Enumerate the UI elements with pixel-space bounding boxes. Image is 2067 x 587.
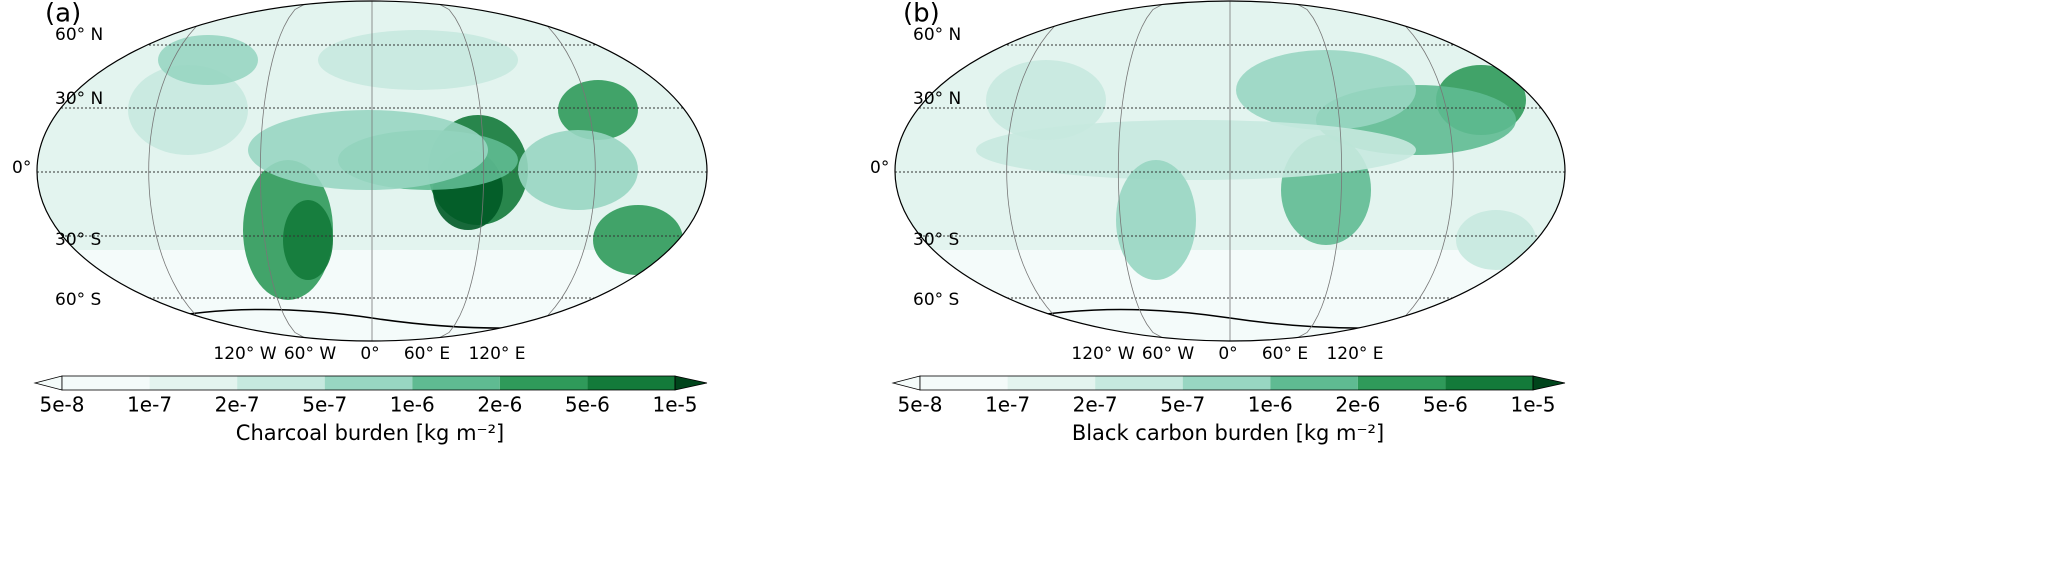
lon-label: 60° E bbox=[1262, 344, 1308, 364]
colorbar-segment bbox=[412, 376, 500, 390]
lon-label: 0° bbox=[1218, 344, 1237, 364]
colorbar-extend bbox=[1532, 375, 1566, 391]
meridian bbox=[1352, 1, 1454, 341]
meridian bbox=[1117, 1, 1169, 341]
colorbar-tick-label: 1e-5 bbox=[653, 393, 698, 417]
colorbar-segment bbox=[237, 376, 325, 390]
meridian bbox=[1006, 1, 1108, 341]
colorbar-frame bbox=[919, 375, 1534, 391]
colorbar-tick-label: 5e-7 bbox=[1160, 393, 1205, 417]
colorbar-frame bbox=[61, 375, 676, 391]
lat-label: 0° bbox=[870, 158, 889, 178]
burden-region bbox=[1456, 210, 1536, 270]
colorbar-tick-label: 1e-6 bbox=[1248, 393, 1293, 417]
burden-region bbox=[593, 205, 683, 275]
burden-region bbox=[318, 30, 518, 90]
lat-label: 30° N bbox=[913, 89, 961, 109]
colorbar-segment bbox=[1357, 376, 1446, 390]
colorbar-tick-label: 2e-6 bbox=[1335, 393, 1380, 417]
colorbar-segment bbox=[920, 376, 1008, 390]
panel-label: (a) bbox=[45, 0, 81, 29]
colorbar-tick-label: 1e-7 bbox=[985, 393, 1030, 417]
lat-label: 60° N bbox=[55, 25, 103, 45]
lon-label: 60° W bbox=[284, 344, 337, 364]
lat-label: 30° S bbox=[913, 230, 959, 250]
burden-region bbox=[248, 110, 488, 190]
colorbar-tick-label: 1e-7 bbox=[127, 393, 172, 417]
colorbar-segment bbox=[1445, 376, 1533, 390]
burden-region bbox=[283, 200, 333, 280]
colorbar-tick-label: 5e-6 bbox=[1423, 393, 1468, 417]
lat-label: 0° bbox=[12, 158, 31, 178]
colorbar-segment bbox=[1182, 376, 1271, 390]
lat-label: 60° S bbox=[913, 290, 959, 310]
meridian bbox=[494, 1, 596, 341]
burden-region bbox=[986, 60, 1106, 140]
colorbar-tick-label: 5e-8 bbox=[40, 393, 85, 417]
map-border bbox=[894, 0, 1566, 342]
colorbar-tick-label: 2e-7 bbox=[215, 393, 260, 417]
lon-label: 60° E bbox=[404, 344, 450, 364]
colorbar-extend bbox=[33, 375, 63, 391]
meridian bbox=[1291, 1, 1343, 341]
panel-label: (b) bbox=[903, 0, 940, 29]
colorbar-tick-label: 2e-6 bbox=[477, 393, 522, 417]
lon-label: 120° W bbox=[1071, 344, 1134, 364]
lon-label: 120° W bbox=[213, 344, 276, 364]
colorbar-extend bbox=[891, 375, 921, 391]
colorbar-tick-label: 5e-7 bbox=[302, 393, 347, 417]
map bbox=[37, 1, 707, 341]
map bbox=[895, 1, 1565, 341]
colorbar-segment bbox=[1095, 376, 1183, 390]
burden-region bbox=[158, 35, 258, 85]
lat-label: 30° N bbox=[55, 89, 103, 109]
lat-label: 60° N bbox=[913, 25, 961, 45]
burden-region bbox=[976, 120, 1416, 180]
lon-label: 60° W bbox=[1142, 344, 1195, 364]
colorbar-segment bbox=[587, 376, 675, 390]
meridian bbox=[433, 1, 485, 341]
colorbar-tick-label: 1e-5 bbox=[1511, 393, 1556, 417]
lon-label: 120° E bbox=[468, 344, 525, 364]
colorbar-title: Charcoal burden [kg m⁻²] bbox=[236, 421, 504, 445]
burden-region bbox=[1236, 50, 1416, 130]
burden-region bbox=[1116, 160, 1196, 280]
burden-region bbox=[518, 130, 638, 210]
colorbar-tick-label: 1e-6 bbox=[390, 393, 435, 417]
lon-label: 0° bbox=[360, 344, 379, 364]
colorbar-segment bbox=[149, 376, 238, 390]
colorbar-segment bbox=[324, 376, 413, 390]
burden-region bbox=[128, 65, 248, 155]
colorbar-segment bbox=[1270, 376, 1358, 390]
colorbar-segment bbox=[1007, 376, 1096, 390]
colorbar-tick-label: 2e-7 bbox=[1073, 393, 1118, 417]
lon-label: 120° E bbox=[1326, 344, 1383, 364]
lat-label: 30° S bbox=[55, 230, 101, 250]
lat-label: 60° S bbox=[55, 290, 101, 310]
colorbar-tick-label: 5e-8 bbox=[898, 393, 943, 417]
meridian bbox=[148, 1, 250, 341]
colorbar-tick-label: 5e-6 bbox=[565, 393, 610, 417]
colorbar-title: Black carbon burden [kg m⁻²] bbox=[1072, 421, 1384, 445]
burden-region bbox=[558, 80, 638, 140]
meridian bbox=[259, 1, 311, 341]
map-border bbox=[36, 0, 708, 342]
colorbar-extend bbox=[674, 375, 708, 391]
colorbar-segment bbox=[499, 376, 588, 390]
colorbar-segment bbox=[62, 376, 150, 390]
